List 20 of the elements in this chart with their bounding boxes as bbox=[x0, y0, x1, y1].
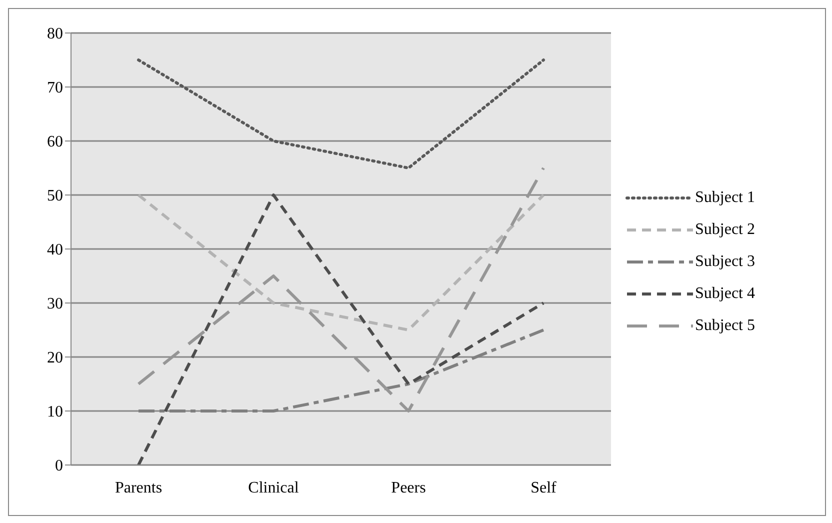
legend-label: Subject 4 bbox=[695, 285, 755, 303]
legend-label: Subject 2 bbox=[695, 221, 755, 239]
line-series bbox=[137, 194, 545, 465]
legend-label: Subject 3 bbox=[695, 253, 755, 271]
legend-label: Subject 1 bbox=[695, 189, 755, 207]
x-tick-label: Clinical bbox=[248, 479, 300, 496]
line-series bbox=[137, 166, 545, 412]
y-tick-label: 60 bbox=[47, 134, 63, 151]
x-tick-label: Parents bbox=[114, 479, 162, 496]
y-tick-label: 10 bbox=[47, 404, 63, 421]
y-tick-label: 0 bbox=[55, 458, 63, 475]
y-tick-label: 40 bbox=[47, 242, 63, 259]
y-tick-label: 30 bbox=[47, 296, 63, 313]
y-tick-label: 20 bbox=[47, 350, 63, 367]
x-tick-label: Self bbox=[530, 479, 558, 496]
y-tick-label: 70 bbox=[47, 80, 63, 97]
y-tick-label: 80 bbox=[47, 26, 63, 43]
x-tick-label: Peers bbox=[391, 479, 426, 496]
y-tick-label: 50 bbox=[47, 188, 63, 205]
legend-label: Subject 5 bbox=[695, 317, 755, 335]
